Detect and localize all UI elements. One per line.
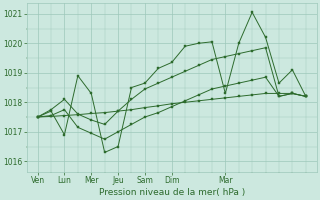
X-axis label: Pression niveau de la mer( hPa ): Pression niveau de la mer( hPa ): [99, 188, 245, 197]
